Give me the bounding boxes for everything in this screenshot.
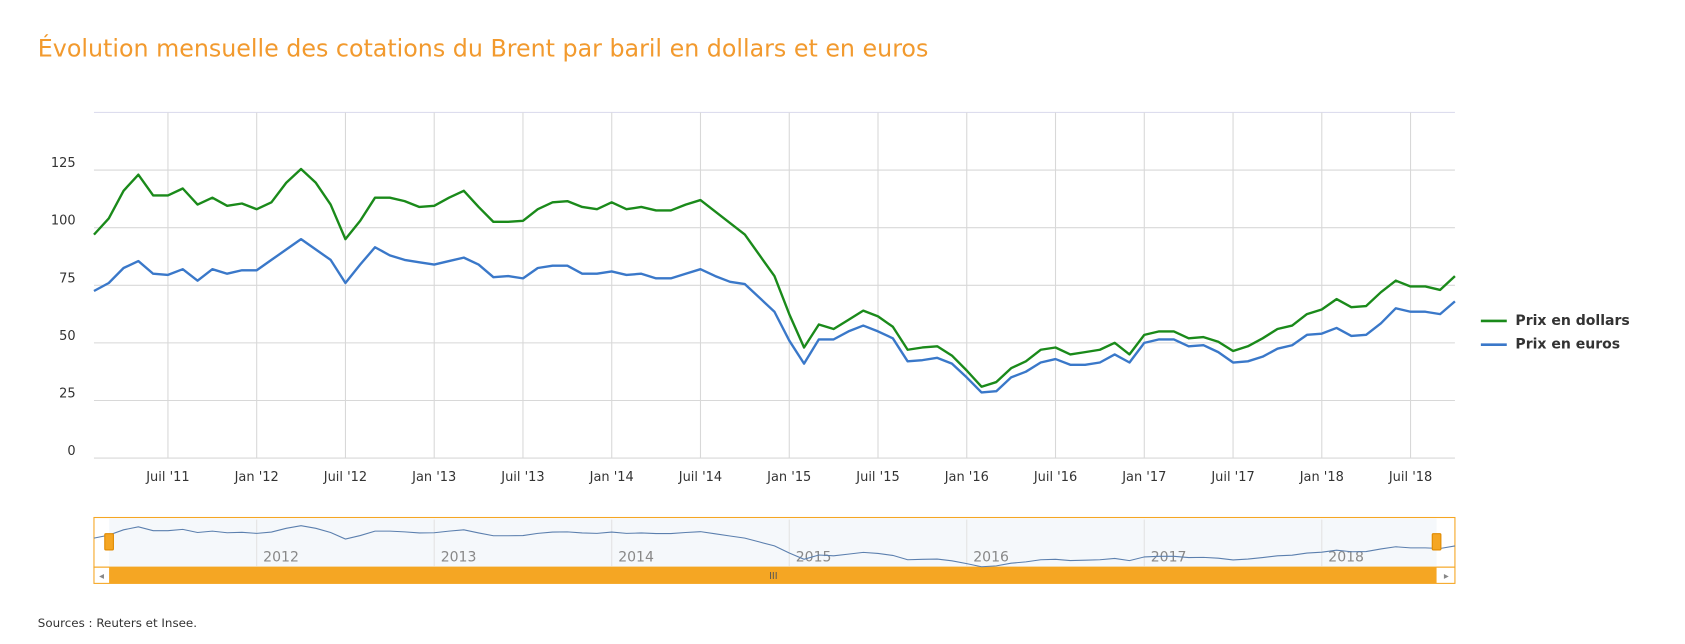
scroll-right[interactable]: ▸: [1444, 571, 1449, 582]
navigator-handle[interactable]: [104, 533, 114, 551]
x-tick-label: Jan '13: [411, 470, 456, 485]
series-line: [93, 237, 1456, 394]
navigator-handle[interactable]: [1431, 533, 1442, 551]
x-tick-label: Juil '14: [678, 470, 722, 485]
x-tick-label: Juil '18: [1388, 470, 1432, 485]
x-tick-label: Juil '13: [500, 470, 544, 485]
scrollbar-thumb[interactable]: [109, 567, 1437, 584]
navigator-label: 2016: [973, 549, 1009, 565]
source: Sources : Reuters et Insee.: [38, 616, 197, 630]
x-tick-label: Jan '12: [234, 470, 279, 485]
scroll-left[interactable]: ◂: [99, 571, 104, 582]
x-tick-label: Juil '15: [855, 470, 899, 485]
x-tick-label: Jan '18: [1299, 470, 1344, 485]
navigator-label: 2015: [796, 549, 832, 565]
navigator-label: 2014: [618, 549, 654, 565]
legend-label: Prix en euros: [1515, 337, 1620, 353]
x-tick-label: Juil '11: [145, 470, 189, 485]
series-line: [93, 167, 1456, 388]
x-tick-label: Juil '16: [1033, 470, 1077, 485]
navigator-label: 2018: [1328, 549, 1364, 565]
navigator-window: [109, 518, 1437, 568]
x-tick-label: Jan '17: [1121, 470, 1166, 485]
legend-label: Prix en dollars: [1515, 313, 1629, 329]
y-tick-label: 25: [59, 387, 75, 402]
y-tick-label: 75: [59, 271, 75, 286]
navigator-label: 2013: [441, 549, 477, 565]
y-tick-label: 0: [67, 444, 75, 459]
x-tick-label: Juil '17: [1210, 470, 1254, 485]
x-tick-label: Jan '14: [589, 470, 634, 485]
y-tick-label: 125: [51, 156, 76, 171]
navigator-label: 2012: [263, 549, 299, 565]
navigator-label: 2017: [1151, 549, 1187, 565]
y-tick-label: 100: [51, 214, 76, 229]
navigator-line: [93, 525, 1456, 568]
scrollbar-grip[interactable]: III: [769, 571, 778, 582]
y-tick-label: 50: [59, 329, 75, 344]
x-tick-label: Jan '15: [766, 470, 811, 485]
chart-title: Évolution mensuelle des cotations du Bre…: [38, 34, 929, 62]
x-tick-label: Juil '12: [323, 470, 367, 485]
x-tick-label: Jan '16: [944, 470, 989, 485]
